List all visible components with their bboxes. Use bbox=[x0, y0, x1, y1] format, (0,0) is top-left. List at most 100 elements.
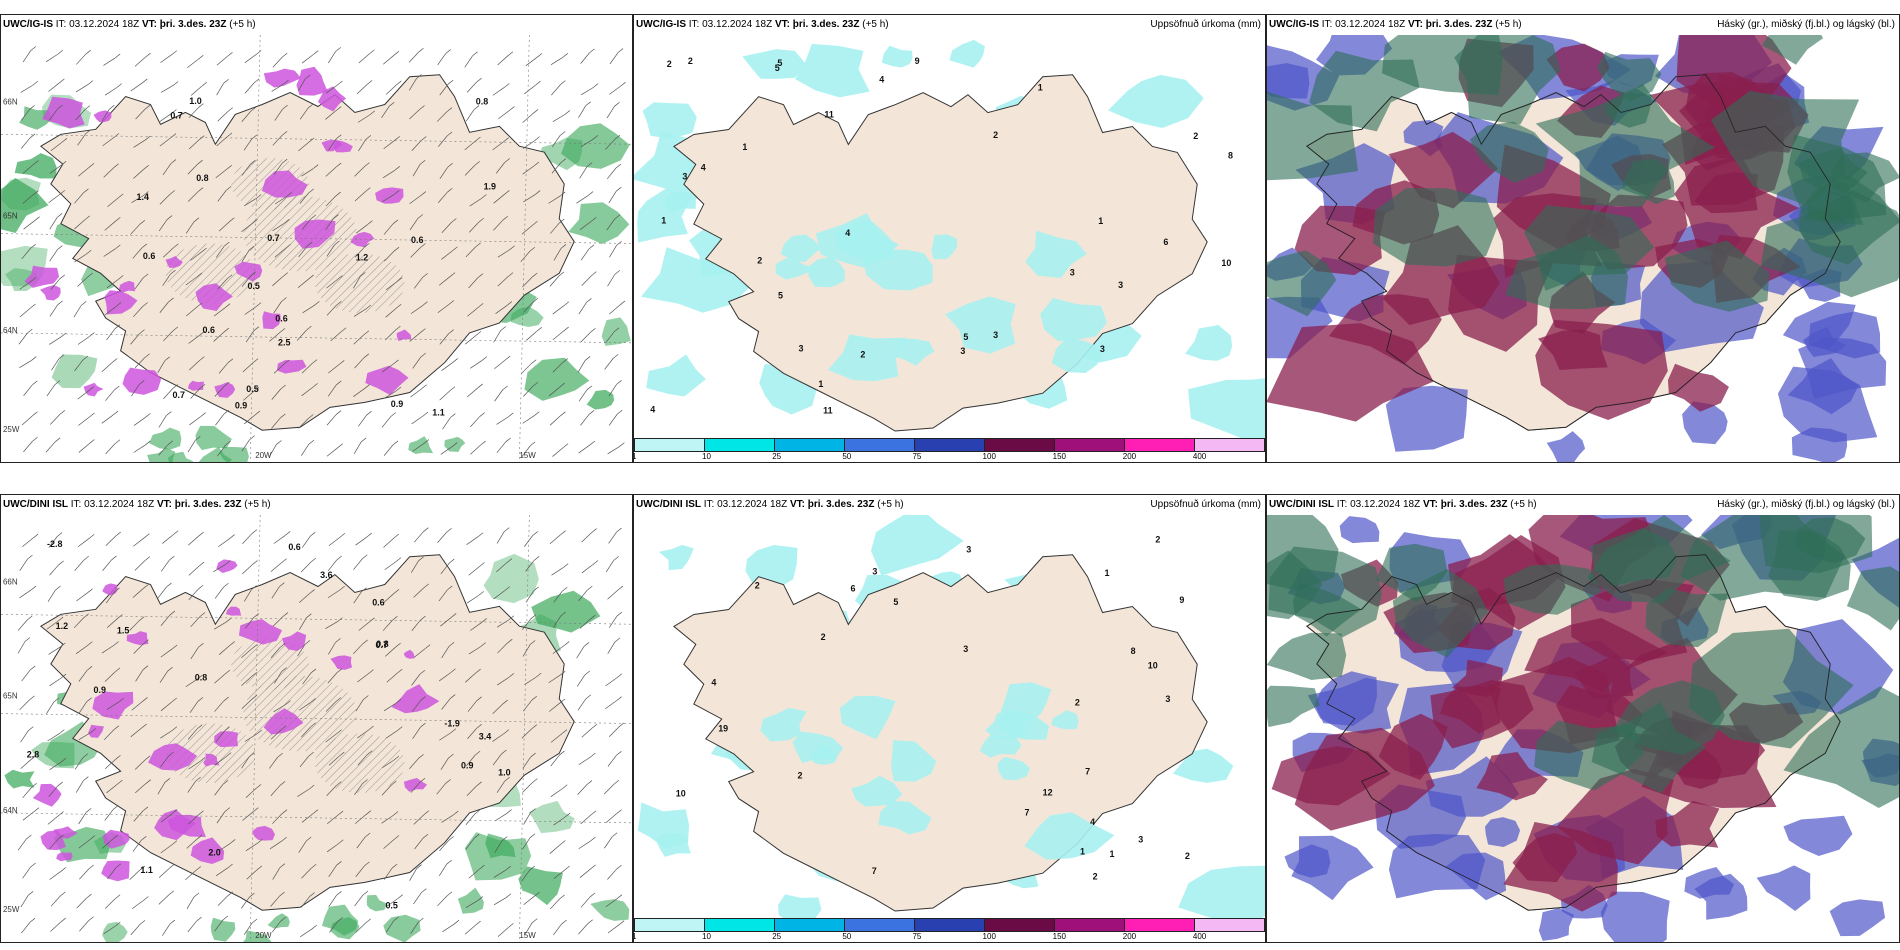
wind-barb bbox=[214, 700, 224, 712]
wind-barb-flag bbox=[29, 695, 35, 701]
precip-band bbox=[561, 123, 630, 169]
precip-value: 12 bbox=[1043, 788, 1053, 798]
wind-barb bbox=[385, 646, 396, 657]
mid-cloud bbox=[1512, 832, 1578, 883]
wind-barb bbox=[470, 416, 480, 428]
wind-barb-flag bbox=[33, 160, 39, 165]
wind-barb-flag bbox=[508, 412, 514, 418]
wind-barb-flag bbox=[54, 380, 61, 385]
wind-barb-flag bbox=[28, 891, 34, 896]
wind-barb-flag bbox=[310, 698, 316, 703]
wind-barb bbox=[214, 919, 224, 932]
wind-barb bbox=[21, 669, 31, 682]
wind-barb bbox=[608, 615, 618, 628]
precip-band bbox=[14, 153, 57, 179]
wind-barb-flag bbox=[223, 78, 229, 84]
high-cloud bbox=[1267, 632, 1347, 681]
wind-barb-flag bbox=[286, 192, 292, 197]
wind-barb bbox=[21, 921, 31, 934]
wind-barb-flag bbox=[450, 728, 457, 733]
wind-barb-flag bbox=[141, 723, 147, 729]
value-label: 1.4 bbox=[136, 192, 148, 202]
wind-barb bbox=[160, 730, 173, 739]
wind-barb-flag bbox=[587, 585, 593, 591]
wind-barb-flag bbox=[57, 104, 63, 110]
snow-area bbox=[263, 68, 302, 88]
wind-barb bbox=[269, 757, 278, 769]
wind-barb bbox=[355, 865, 365, 877]
wind-barb bbox=[329, 921, 339, 933]
wind-barb bbox=[608, 384, 617, 397]
precip-value: 4 bbox=[845, 228, 850, 238]
precip-value: 6 bbox=[850, 583, 855, 593]
wind-barb bbox=[49, 304, 58, 317]
graticule-line bbox=[249, 515, 261, 942]
wind-barb bbox=[608, 413, 618, 426]
wind-barb-flag bbox=[365, 810, 372, 815]
wind-barb bbox=[326, 244, 335, 257]
wind-barb-flag bbox=[502, 385, 508, 391]
precip-band bbox=[464, 832, 532, 881]
wind-barb-flag bbox=[448, 329, 454, 334]
wind-barb-flag bbox=[113, 805, 119, 810]
wind-barb bbox=[605, 700, 617, 710]
wind-barb-flag bbox=[589, 48, 595, 54]
colorbar-cell bbox=[775, 919, 845, 931]
wind-barb-flag bbox=[420, 352, 426, 358]
wind-barb-flag bbox=[364, 861, 370, 867]
wind-barb bbox=[492, 753, 502, 766]
value-label: 0.7 bbox=[170, 111, 182, 121]
wind-barb-flag bbox=[338, 839, 344, 845]
precip-area bbox=[997, 756, 1030, 781]
wind-barb bbox=[75, 109, 86, 121]
wind-barb-flag bbox=[142, 78, 148, 84]
wind-barb-flag bbox=[586, 298, 592, 303]
precip-band bbox=[4, 769, 35, 789]
precip-value: 1 bbox=[1038, 83, 1043, 93]
wind-barb-flag bbox=[223, 696, 229, 702]
wind-barb bbox=[215, 730, 225, 743]
wind-barb bbox=[328, 364, 340, 374]
wind-barb-flag bbox=[60, 867, 67, 872]
panel-title: Uppsöfnuð úrkoma (mm) bbox=[1150, 499, 1261, 510]
wind-barb bbox=[468, 221, 479, 233]
colorbar-tick: 150 bbox=[1052, 452, 1067, 461]
wind-barb bbox=[160, 559, 170, 572]
wind-barb bbox=[521, 363, 532, 374]
wind-barb bbox=[299, 755, 309, 768]
wind-barb-flag bbox=[362, 554, 368, 560]
wind-barb bbox=[241, 275, 252, 287]
wind-barb bbox=[577, 360, 586, 373]
wind-barb bbox=[298, 418, 309, 429]
wind-barb bbox=[354, 357, 365, 369]
wind-barb bbox=[47, 733, 60, 742]
snow-area bbox=[263, 708, 304, 735]
it-value: 03.12.2024 18Z bbox=[702, 19, 773, 30]
vt-value: þri. 3.des. 23Z bbox=[792, 19, 860, 30]
wind-barb-flag bbox=[614, 214, 621, 220]
wind-barb-flag bbox=[88, 386, 95, 391]
wind-barb-flag bbox=[420, 696, 426, 701]
wind-barb-flag bbox=[198, 531, 204, 537]
wind-barb-flag bbox=[509, 245, 515, 250]
wind-barb-flag bbox=[590, 614, 596, 620]
wind-barb-flag bbox=[171, 726, 178, 731]
precip-value: 3 bbox=[1118, 280, 1123, 290]
wind-barb-flag bbox=[309, 532, 316, 537]
wind-barb bbox=[301, 726, 312, 738]
wind-barb bbox=[23, 384, 33, 396]
wind-barb bbox=[21, 415, 33, 426]
wind-barb bbox=[492, 733, 505, 742]
wind-barb bbox=[605, 560, 615, 573]
precip-value: 4 bbox=[650, 404, 655, 414]
wind-barb bbox=[413, 892, 422, 905]
snow-area bbox=[276, 359, 307, 374]
wind-barb bbox=[22, 786, 32, 799]
wind-barb bbox=[523, 386, 534, 397]
wind-barb-flag bbox=[253, 326, 260, 331]
wind-barb-flag bbox=[165, 411, 172, 416]
wind-barb-flag bbox=[532, 918, 538, 923]
wind-barb-flag bbox=[617, 48, 624, 53]
value-label: 0.6 bbox=[411, 235, 423, 245]
wind-barb bbox=[23, 441, 33, 453]
